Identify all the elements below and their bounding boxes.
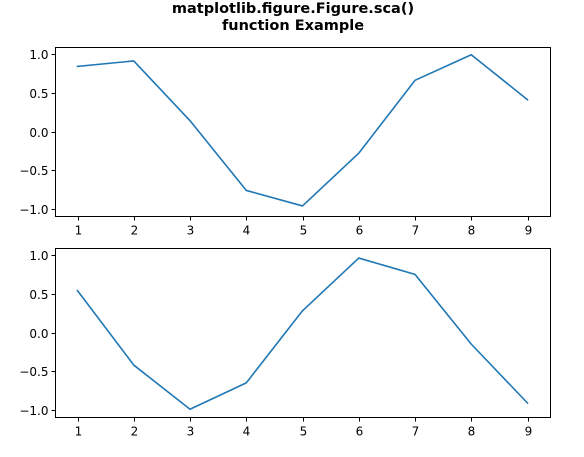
subplot-2-ytick-label: −0.5 [19, 365, 48, 379]
subplot-1-xtick-label: 8 [468, 224, 476, 238]
subplot-1-ytick-label: −0.5 [19, 164, 48, 178]
subplot-1-xtick-label: 3 [187, 224, 195, 238]
subplot-2-ytick-label: −1.0 [19, 404, 48, 418]
subplot-1-xtick-label: 7 [412, 224, 420, 238]
subplot-1-xtick-label: 9 [525, 224, 533, 238]
subplot-2-xtick-label: 4 [243, 425, 251, 439]
subplot-top: 1 2 3 4 5 6 7 8 9 1.0 0.5 0.0 −0.5 −1.0 [19, 47, 551, 238]
figure-title-line-2: function Example [222, 18, 364, 34]
subplot-1-ytick-label: −1.0 [19, 203, 48, 217]
subplot-1-xtick-label: 1 [75, 224, 83, 238]
subplot-2-axes-frame [55, 248, 551, 418]
subplot-1-xtick-label: 2 [131, 224, 139, 238]
subplot-2-xtick-label: 3 [187, 425, 195, 439]
subplot-2-xtick-label: 1 [75, 425, 83, 439]
subplot-2-xtick-label: 2 [131, 425, 139, 439]
subplot-2-ytick-label: 1.0 [29, 249, 48, 263]
subplot-1-xtick-label: 6 [356, 224, 364, 238]
subplot-1-ytick-label: 0.5 [29, 87, 48, 101]
subplot-1-series-line [76, 53, 529, 207]
subplot-bottom: 1 2 3 4 5 6 7 8 9 1.0 0.5 0.0 −0.5 −1.0 [19, 248, 551, 439]
subplot-2-xtick-label: 5 [300, 425, 308, 439]
subplot-1-ytick-label: 0.0 [29, 126, 48, 140]
subplot-2-series-line [76, 257, 529, 411]
subplot-2-xtick-label: 7 [412, 425, 420, 439]
subplot-2-xtick-label: 8 [468, 425, 476, 439]
figure-title-line-1: matplotlib.figure.Figure.sca() [172, 1, 414, 17]
subplot-1-axes-frame [55, 47, 551, 217]
subplot-2-ytick-label: 0.5 [29, 288, 48, 302]
subplot-2-xtick-label: 9 [525, 425, 533, 439]
subplot-2-xtick-label: 6 [356, 425, 364, 439]
subplot-1-xtick-label: 4 [243, 224, 251, 238]
subplot-1-ytick-label: 1.0 [29, 48, 48, 62]
subplot-1-xtick-label: 5 [300, 224, 308, 238]
subplot-2-ytick-label: 0.0 [29, 327, 48, 341]
